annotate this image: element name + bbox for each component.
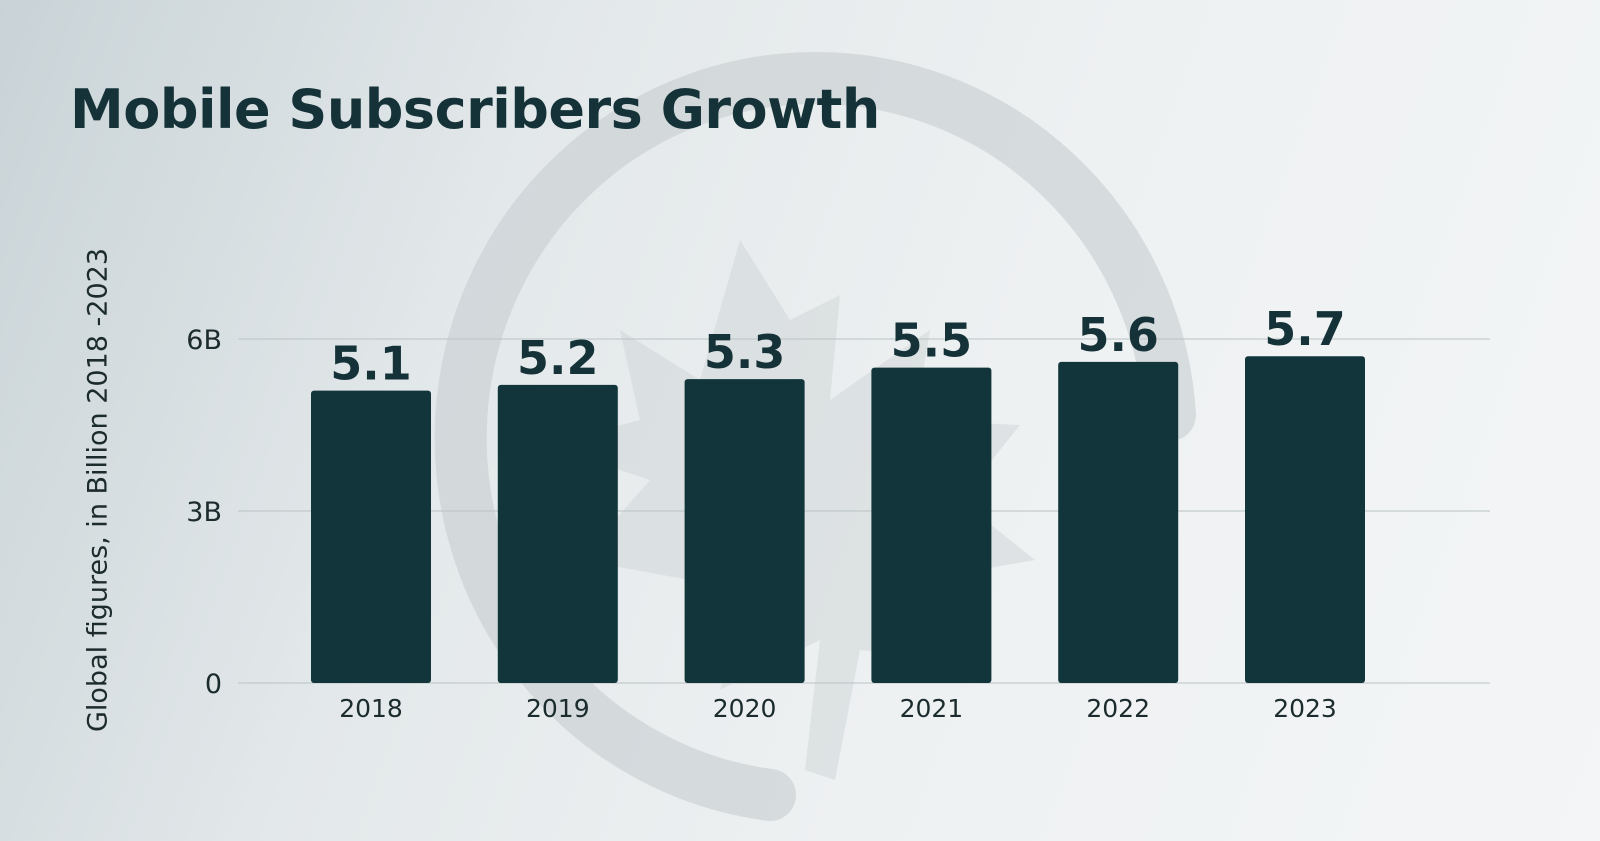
y-tick-label: 3B — [186, 497, 222, 528]
bar-value-label: 5.3 — [704, 325, 786, 379]
bar — [497, 384, 618, 683]
bar — [311, 390, 431, 683]
y-tick-label: 0 — [205, 669, 222, 700]
x-tick-label: 2023 — [1273, 694, 1337, 723]
bar — [1245, 356, 1365, 683]
bar-value-label: 5.1 — [330, 337, 412, 391]
x-tick-label: 2019 — [526, 694, 590, 723]
bar — [1058, 361, 1179, 683]
x-tick-label: 2018 — [339, 694, 403, 723]
bar — [684, 379, 805, 683]
bar — [871, 367, 992, 683]
bar-value-label: 5.7 — [1264, 302, 1346, 356]
x-tick-label: 2020 — [713, 694, 777, 723]
x-tick-label: 2021 — [900, 694, 964, 723]
chart-title: Mobile Subscribers Growth — [70, 78, 880, 141]
x-tick-label: 2022 — [1086, 694, 1150, 723]
y-tick-label: 6B — [186, 325, 222, 356]
bar-value-label: 5.2 — [517, 331, 599, 385]
bar-value-label: 5.6 — [1077, 308, 1159, 362]
bar-value-label: 5.5 — [891, 314, 973, 368]
